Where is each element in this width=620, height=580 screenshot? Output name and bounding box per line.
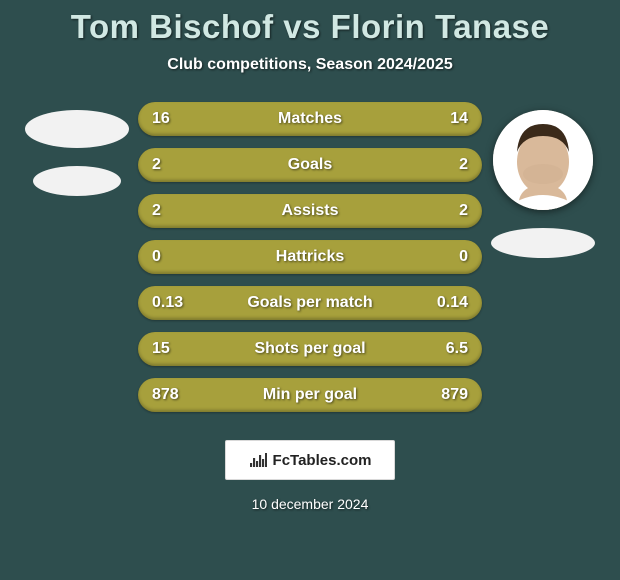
stat-left-value: 878 (152, 386, 179, 404)
brand-chart-icon (249, 451, 267, 469)
stat-left-value: 0.13 (152, 294, 183, 312)
page-title: Tom Bischof vs Florin Tanase (0, 0, 620, 46)
stat-right-value: 2 (459, 202, 468, 220)
brand-badge[interactable]: FcTables.com (225, 440, 395, 480)
stat-bar: 0.13 Goals per match 0.14 (138, 286, 482, 320)
stat-left-value: 2 (152, 156, 161, 174)
date-line: 10 december 2024 (0, 496, 620, 512)
stat-label: Goals (288, 156, 332, 174)
stat-right-value: 2 (459, 156, 468, 174)
stat-right-value: 0.14 (437, 294, 468, 312)
stat-left-value: 2 (152, 202, 161, 220)
stat-right-value: 879 (441, 386, 468, 404)
stat-label: Hattricks (276, 248, 344, 266)
stat-bar: 15 Shots per goal 6.5 (138, 332, 482, 366)
stat-label: Shots per goal (254, 340, 365, 358)
content-row: 16 Matches 14 2 Goals 2 2 Assists 2 0 Hattricks 0 0.… (0, 102, 620, 412)
stat-bar: 0 Hattricks 0 (138, 240, 482, 274)
stat-label: Assists (282, 202, 339, 220)
comparison-card: Tom Bischof vs Florin Tanase Club compet… (0, 0, 620, 580)
stat-bar: 2 Goals 2 (138, 148, 482, 182)
stat-bar: 2 Assists 2 (138, 194, 482, 228)
stat-label: Goals per match (247, 294, 372, 312)
brand-label: FcTables.com (273, 452, 372, 469)
stat-right-value: 6.5 (446, 340, 468, 358)
stat-bar: 16 Matches 14 (138, 102, 482, 136)
stat-bar: 878 Min per goal 879 (138, 378, 482, 412)
player2-face-icon (493, 110, 593, 210)
player1-badge-placeholder (33, 166, 121, 196)
stat-left-value: 16 (152, 110, 170, 128)
stat-right-value: 0 (459, 248, 468, 266)
page-subtitle: Club competitions, Season 2024/2025 (0, 56, 620, 74)
player1-avatar-placeholder (25, 110, 129, 148)
player2-badge-placeholder (491, 228, 595, 258)
stat-left-value: 15 (152, 340, 170, 358)
player2-avatar (493, 110, 593, 210)
stat-label: Matches (278, 110, 342, 128)
stat-right-value: 14 (450, 110, 468, 128)
right-player-col (488, 102, 598, 258)
stat-bars: 16 Matches 14 2 Goals 2 2 Assists 2 0 Hattricks 0 0.… (138, 102, 482, 412)
left-player-col (22, 102, 132, 196)
stat-label: Min per goal (263, 386, 357, 404)
stat-left-value: 0 (152, 248, 161, 266)
